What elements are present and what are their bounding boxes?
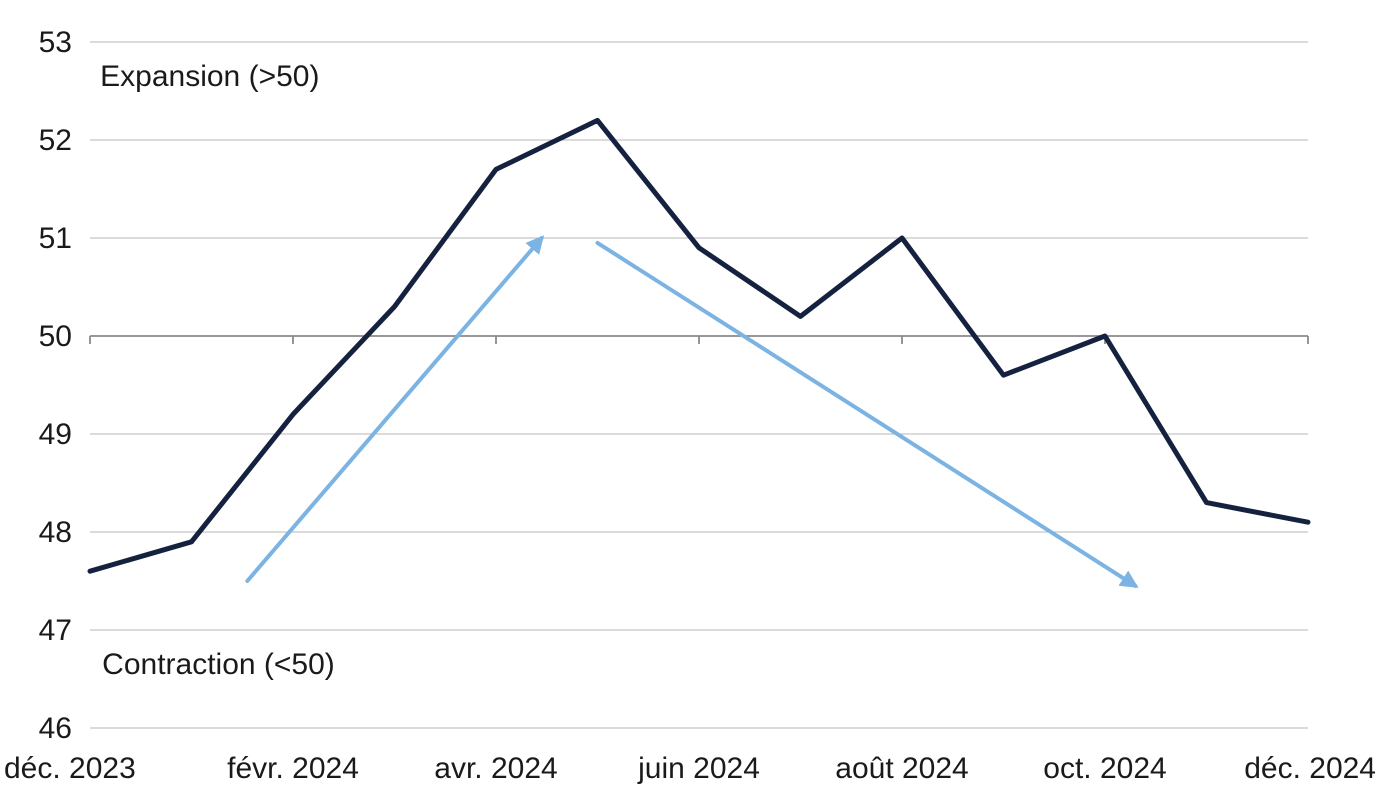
xtick-label: déc. 2023 bbox=[4, 752, 136, 785]
ytick-label: 48 bbox=[39, 516, 72, 549]
xtick-label: févr. 2024 bbox=[227, 752, 359, 785]
annotation-expansion: Expansion (>50) bbox=[100, 60, 319, 93]
pmi-line-chart: 46 47 48 49 50 51 52 53 déc. 2023 févr. 2024 avr. … bbox=[0, 0, 1380, 800]
xtick-label: juin 2024 bbox=[637, 752, 760, 785]
annotation-contraction: Contraction (<50) bbox=[102, 648, 335, 681]
ytick-label: 50 bbox=[39, 320, 72, 353]
ytick-label: 51 bbox=[39, 222, 72, 255]
ytick-label: 49 bbox=[39, 418, 72, 451]
xtick-label: déc. 2024 bbox=[1244, 752, 1376, 785]
ytick-label: 47 bbox=[39, 614, 72, 647]
xtick-label: août 2024 bbox=[835, 752, 968, 785]
ytick-label: 53 bbox=[39, 26, 72, 59]
xtick-label: avr. 2024 bbox=[434, 752, 557, 785]
ytick-label: 52 bbox=[39, 124, 72, 157]
ytick-label: 46 bbox=[39, 712, 72, 745]
xtick-label: oct. 2024 bbox=[1043, 752, 1166, 785]
